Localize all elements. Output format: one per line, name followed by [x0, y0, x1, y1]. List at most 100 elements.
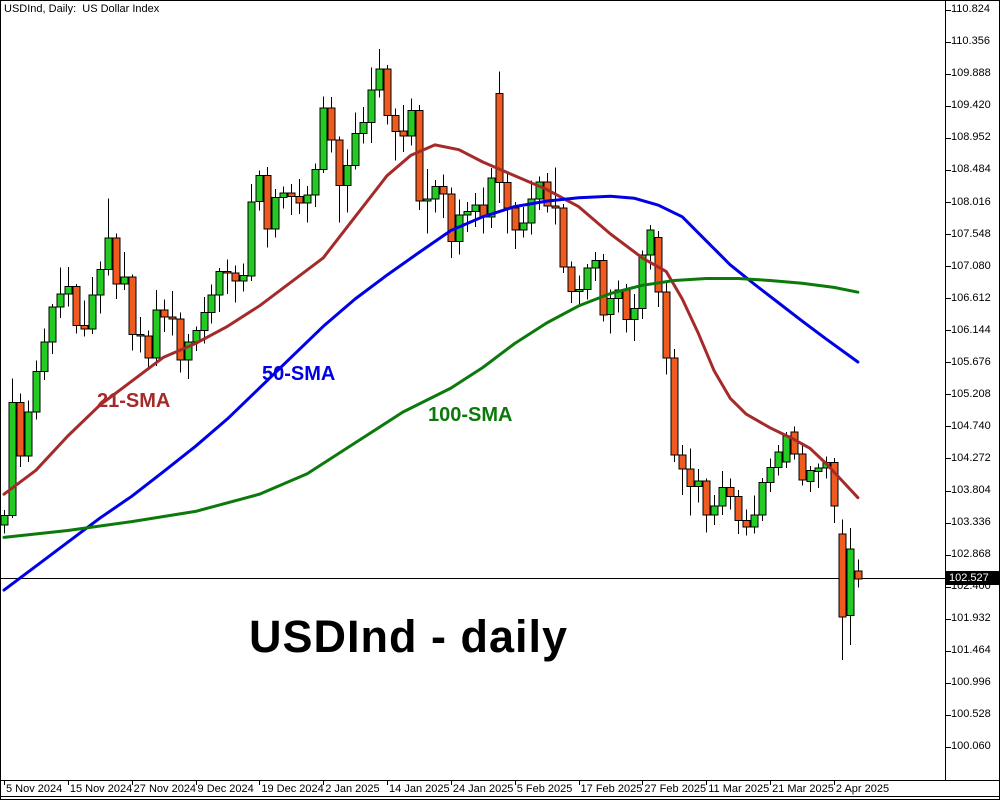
- candle-body-up: [367, 89, 376, 123]
- candle-body-down: [686, 468, 695, 488]
- candle-body-up: [694, 480, 703, 488]
- sma-line-100: [2, 277, 860, 539]
- price-tick-label: 101.464: [951, 644, 991, 657]
- candle-body-up: [591, 260, 600, 269]
- candle-body-up: [48, 306, 57, 343]
- candle-body-down: [80, 325, 89, 330]
- candle-body-down: [662, 291, 671, 359]
- candle-body-up: [104, 237, 113, 271]
- candle-body-down: [567, 266, 576, 292]
- candle-body-up: [343, 165, 352, 186]
- candle-body-down: [287, 192, 296, 197]
- candle-body-up: [319, 107, 328, 170]
- candle-body-down: [551, 205, 560, 209]
- date-tick-label: 24 Jan 2025: [452, 783, 514, 795]
- candle-body-up: [40, 341, 49, 373]
- price-tick-label: 104.740: [951, 419, 991, 432]
- candle-body-up: [638, 254, 647, 310]
- candle-body-down: [128, 276, 137, 336]
- price-tick-label: 108.484: [951, 163, 991, 176]
- candle-body-down: [439, 186, 448, 195]
- candle-body-down: [136, 334, 145, 337]
- date-tick-label: 15 Nov 2024: [69, 783, 133, 795]
- candle-body-up: [471, 204, 480, 212]
- candle-body-up: [758, 482, 767, 516]
- candle-body-up: [814, 467, 823, 473]
- candle-body-down: [702, 480, 711, 516]
- price-tick-label: 109.888: [951, 67, 991, 80]
- candle-body-down: [447, 193, 456, 242]
- price-tick-label: 108.016: [951, 195, 991, 208]
- date-tick-label: 5 Feb 2025: [516, 783, 573, 795]
- price-tick-label: 100.060: [951, 740, 991, 753]
- candle-body-down: [678, 454, 687, 470]
- candle-body-up: [56, 293, 65, 308]
- candle-body-down: [399, 130, 408, 137]
- candle-body-down: [854, 570, 863, 580]
- candle-body-down: [790, 431, 799, 455]
- candle-body-up: [630, 308, 639, 321]
- candle-body-down: [742, 519, 751, 528]
- candle-body-down: [599, 260, 608, 316]
- candle-body-up: [575, 288, 584, 292]
- candle-body-up: [200, 312, 209, 332]
- price-tick-label: 105.208: [951, 387, 991, 400]
- candle-body-up: [311, 169, 320, 196]
- date-tick-label: 2 Apr 2025: [835, 783, 890, 795]
- candle-body-up: [431, 186, 440, 200]
- price-tick-label: 100.996: [951, 676, 991, 689]
- candle-body-up: [120, 276, 129, 285]
- date-tick-label: 27 Feb 2025: [644, 783, 707, 795]
- date-tick-label: 21 Mar 2025: [772, 783, 834, 795]
- candle-body-up: [846, 548, 855, 616]
- sma100-label: 100-SMA: [428, 404, 513, 426]
- date-tick-label: 19 Dec 2024: [261, 783, 324, 795]
- candle-body-up: [351, 132, 360, 167]
- date-tick-label: 5 Nov 2024: [6, 783, 63, 795]
- candle-body-down: [798, 453, 807, 481]
- candle-body-down: [830, 462, 839, 507]
- candle-body-up: [407, 110, 416, 137]
- candle-body-up: [88, 294, 97, 330]
- candle-body-up: [8, 402, 17, 516]
- price-tick-label: 106.144: [951, 323, 991, 336]
- candle-body-down: [144, 335, 153, 359]
- price-tick-label: 101.932: [951, 612, 991, 625]
- candle-body-up: [24, 411, 33, 457]
- candle-body-down: [176, 318, 185, 361]
- candle-body-down: [327, 107, 336, 141]
- candle-body-up: [527, 198, 536, 224]
- candle-body-up: [152, 309, 161, 359]
- candle-body-down: [160, 309, 169, 318]
- candle-body-up: [606, 297, 615, 316]
- price-tick-label: 103.336: [951, 516, 991, 529]
- candle-body-down: [543, 181, 552, 207]
- candle-body-down: [503, 182, 512, 209]
- current-price-badge: 102.527: [946, 571, 1000, 585]
- price-tick-label: 110.356: [951, 35, 990, 48]
- candle-body-down: [335, 139, 344, 186]
- candle-body-down: [622, 289, 631, 321]
- candle-body-down: [838, 533, 847, 618]
- candle-body-up: [96, 269, 105, 296]
- candle-body-down: [383, 68, 392, 116]
- candle-body-up: [64, 286, 73, 295]
- candle-body-up: [247, 201, 256, 277]
- candle-body-down: [495, 93, 504, 183]
- candles: [0, 49, 863, 660]
- date-tick-label: 9 Dec 2024: [197, 783, 254, 795]
- chart-big-title: USDInd - daily: [249, 611, 569, 662]
- candle-body-up: [207, 294, 216, 314]
- price-tick-label: 107.548: [951, 227, 991, 240]
- sma-line-21: [2, 143, 860, 500]
- price-tick-label: 102.868: [951, 548, 991, 561]
- candle-body-down: [670, 357, 679, 456]
- price-tick-label: 100.528: [951, 708, 991, 721]
- date-tick-label: 14 Jan 2025: [389, 783, 450, 795]
- candle-body-down: [734, 495, 743, 521]
- price-tick-label: 103.804: [951, 484, 991, 497]
- sma50-label: 50-SMA: [262, 363, 336, 385]
